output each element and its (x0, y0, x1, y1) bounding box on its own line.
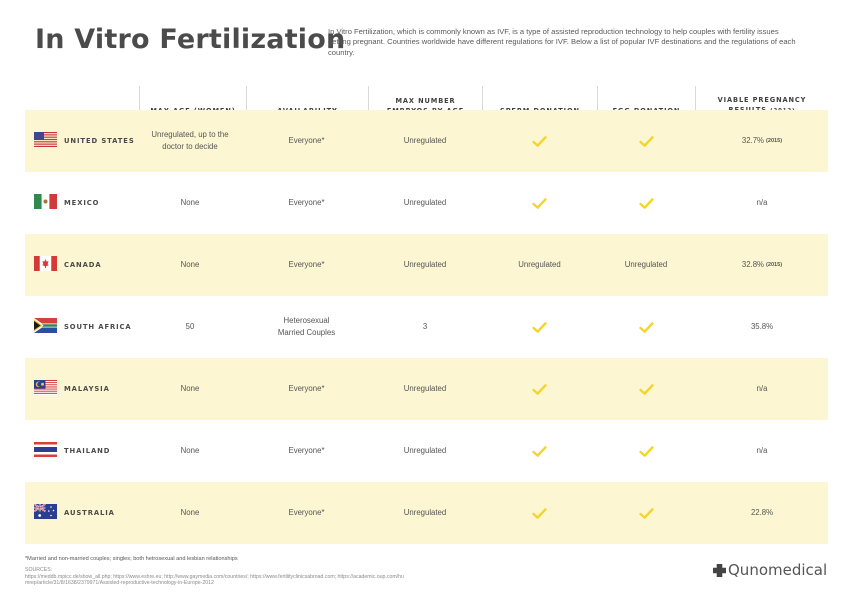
malaysia-flag-icon (34, 380, 57, 395)
cell-viable: n/a (696, 420, 828, 482)
cell-viable: 32.7% (2015) (696, 110, 828, 172)
viable-value: n/a (756, 445, 768, 455)
cell-availability: Everyone* (288, 197, 325, 207)
cell-max-age: 50 (185, 321, 195, 331)
cell-viable: 35.8% (696, 296, 828, 358)
country-name: THAILAND (64, 447, 111, 455)
cell-egg (598, 110, 694, 172)
canada-flag-icon (34, 256, 57, 271)
table-row: CANADA None Everyone* Unregulated Unregulate… (25, 234, 828, 296)
cell-embryos: Unregulated (403, 259, 447, 269)
page-title: In Vitro Fertilization (35, 24, 346, 55)
table-row: UNITED STATES Unregulated, up to the doct… (25, 110, 828, 172)
cell-availability: Everyone* (288, 383, 325, 393)
cell-max-age: Unregulated, up to the doctor to decide (151, 129, 229, 152)
cell-embryos: Unregulated (403, 197, 447, 207)
header-divider (368, 86, 369, 118)
cell-max-age: None (180, 197, 200, 207)
cell-embryos: 3 (422, 321, 428, 331)
viable-value: 32.7% (741, 135, 764, 145)
south-africa-flag-icon (34, 318, 57, 333)
cell-max-age: None (180, 445, 200, 455)
cell-sperm (483, 420, 596, 482)
footnote: *Married and non-married couples; single… (25, 556, 238, 562)
cell-max-age: None (180, 259, 200, 269)
intro-text: In Vitro Fertilization, which is commonl… (328, 27, 796, 57)
sources: SOURCES: https://meddb.mpicc.de/show_all.… (25, 567, 404, 587)
check-icon (638, 383, 654, 395)
check-icon (638, 135, 654, 147)
cell-viable: 32.8% (2015) (696, 234, 828, 296)
viable-year-note: (2015) (765, 261, 783, 268)
viable-value: 35.8% (750, 321, 774, 331)
cell-viable: n/a (696, 172, 828, 234)
cell-embryos: Unregulated (403, 383, 447, 393)
cell-egg (598, 358, 694, 420)
cell-sperm (483, 172, 596, 234)
check-icon (532, 321, 547, 333)
cell-max-age: None (180, 383, 200, 393)
cell-embryos: Unregulated (403, 135, 447, 145)
country-name: CANADA (64, 261, 102, 269)
check-icon (638, 321, 654, 333)
cell-egg: Unregulated (624, 259, 668, 269)
table-row: MEXICO None Everyone* Unregulated n/a (25, 172, 828, 234)
mexico-flag-icon (34, 194, 57, 209)
cell-sperm: Unregulated (518, 259, 561, 269)
header-divider (695, 86, 696, 118)
viable-value: n/a (756, 197, 768, 207)
table-row: THAILAND None Everyone* Unregulated n/a (25, 420, 828, 482)
check-icon (532, 383, 547, 395)
viable-value: 32.8% (741, 259, 764, 269)
country-name: UNITED STATES (64, 137, 135, 145)
header-divider (597, 86, 598, 118)
cell-availability: Everyone* (288, 259, 325, 269)
header-divider (246, 86, 247, 118)
cell-availability: Everyone* (288, 507, 325, 517)
country-name: MEXICO (64, 199, 100, 207)
cross-logo-icon (713, 563, 726, 577)
check-icon (532, 135, 547, 147)
table-row: MALAYSIA None Everyone* Unregulated n/a (25, 358, 828, 420)
check-icon (532, 507, 547, 519)
table-row: SOUTH AFRICA 50 Heterosexual Married Coupl… (25, 296, 828, 358)
australia-flag-icon (34, 504, 57, 519)
brand-logo: Qunomedical (713, 561, 827, 579)
us-flag-icon (34, 132, 57, 147)
cell-egg (598, 482, 694, 544)
viable-value: n/a (756, 383, 768, 393)
cell-availability: Heterosexual Married Couples (277, 315, 336, 338)
check-icon (638, 197, 654, 209)
check-icon (638, 507, 654, 519)
cell-availability: Everyone* (288, 135, 325, 145)
cell-egg (598, 172, 694, 234)
cell-egg (598, 296, 694, 358)
country-name: AUSTRALIA (64, 509, 115, 517)
header-divider (482, 86, 483, 118)
cell-sperm (483, 296, 596, 358)
cell-max-age: None (180, 507, 200, 517)
country-name: SOUTH AFRICA (64, 323, 132, 331)
cell-sperm (483, 110, 596, 172)
header-divider (139, 86, 140, 118)
cell-sperm (483, 358, 596, 420)
cell-sperm (483, 482, 596, 544)
cell-viable: 22.8% (696, 482, 828, 544)
check-icon (532, 445, 547, 457)
cell-embryos: Unregulated (403, 507, 447, 517)
viable-year-note: (2015) (765, 137, 783, 144)
viable-value: 22.8% (750, 507, 774, 517)
table-row: AUSTRALIA None Everyone* Unregulated 22.8% (25, 482, 828, 544)
country-name: MALAYSIA (64, 385, 110, 393)
check-icon (532, 197, 547, 209)
cell-viable: n/a (696, 358, 828, 420)
check-icon (638, 445, 654, 457)
cell-egg (598, 420, 694, 482)
cell-availability: Everyone* (288, 445, 325, 455)
thailand-flag-icon (34, 442, 57, 457)
cell-embryos: Unregulated (403, 445, 447, 455)
